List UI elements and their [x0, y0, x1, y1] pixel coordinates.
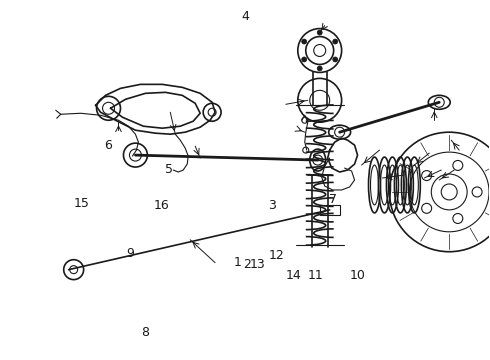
- Text: 10: 10: [349, 269, 365, 282]
- Text: 14: 14: [286, 269, 302, 282]
- Text: 2: 2: [244, 258, 251, 271]
- Text: 4: 4: [241, 10, 249, 23]
- Text: 16: 16: [154, 199, 170, 212]
- Text: 6: 6: [104, 139, 112, 152]
- Circle shape: [441, 184, 457, 200]
- Circle shape: [302, 57, 307, 62]
- Circle shape: [333, 39, 338, 44]
- Text: 7: 7: [329, 193, 337, 206]
- Circle shape: [317, 30, 322, 35]
- Circle shape: [302, 39, 307, 44]
- Text: 3: 3: [268, 199, 276, 212]
- Text: 8: 8: [141, 326, 149, 339]
- Text: 15: 15: [74, 197, 89, 210]
- Text: 5: 5: [165, 163, 173, 176]
- Text: 12: 12: [269, 249, 285, 262]
- Text: 9: 9: [126, 247, 134, 260]
- Circle shape: [317, 66, 322, 71]
- Text: 13: 13: [249, 258, 265, 271]
- Text: 11: 11: [308, 269, 324, 282]
- Circle shape: [333, 57, 338, 62]
- Text: 1: 1: [234, 256, 242, 269]
